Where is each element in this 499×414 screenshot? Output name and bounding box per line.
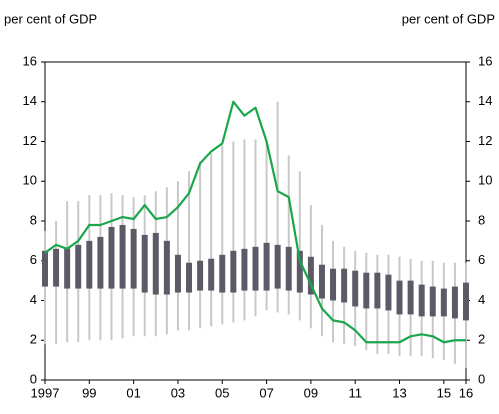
box-bar (263, 242, 270, 291)
x-tick-label: 16 (459, 385, 473, 400)
box-bar (440, 288, 447, 317)
x-tick-label: 1997 (31, 385, 60, 400)
box-bar (429, 286, 436, 317)
y2-tick-label: 4 (478, 292, 485, 307)
y2-tick-label: 2 (478, 332, 485, 347)
y2-tick-label: 6 (478, 252, 485, 267)
y2-tick-label: 12 (478, 133, 492, 148)
box-bar (374, 272, 381, 309)
box-bar (130, 228, 137, 289)
box-bar (296, 250, 303, 293)
box-bar (141, 234, 148, 293)
y2-tick-label: 16 (478, 53, 492, 68)
y-tick-label: 6 (30, 252, 37, 267)
box-bar (274, 244, 281, 289)
box-bar (64, 248, 71, 289)
y-tick-label: 16 (23, 53, 37, 68)
x-tick-label: 05 (215, 385, 229, 400)
range-bar (254, 139, 257, 317)
y-tick-label: 2 (30, 332, 37, 347)
box-bar (451, 286, 458, 319)
y-tick-label: 8 (30, 212, 37, 227)
y-axis-label-right: per cent of GDP (402, 11, 495, 26)
box-bar (108, 226, 115, 289)
box-bar (330, 268, 337, 301)
y-tick-label: 10 (23, 173, 37, 188)
x-tick-label: 03 (171, 385, 185, 400)
y-tick-label: 0 (30, 371, 37, 386)
x-tick-label: 07 (259, 385, 273, 400)
box-bar (208, 258, 215, 291)
y-axis-label-left: per cent of GDP (4, 11, 97, 26)
box-bar (363, 272, 370, 309)
box-bar (352, 270, 359, 307)
box-bar (197, 260, 204, 291)
y2-tick-label: 10 (478, 173, 492, 188)
y-tick-label: 14 (23, 93, 37, 108)
y-tick-label: 4 (30, 292, 37, 307)
range-bar (276, 101, 279, 313)
box-bar (230, 250, 237, 293)
range-bar (44, 230, 46, 345)
range-bar (298, 171, 301, 321)
box-bar (163, 240, 170, 295)
range-bar (188, 171, 191, 331)
x-tick-label: 09 (304, 385, 318, 400)
box-bar (219, 254, 226, 293)
box-bar (174, 254, 181, 293)
y-tick-label: 12 (23, 133, 37, 148)
box-bar (152, 232, 159, 295)
box-bar (396, 280, 403, 315)
x-tick-label: 15 (437, 385, 451, 400)
range-bar (243, 139, 246, 321)
box-bar (119, 224, 126, 289)
y2-tick-label: 0 (478, 371, 485, 386)
box-bar (97, 236, 104, 289)
x-tick-label: 13 (392, 385, 406, 400)
box-bar (407, 280, 414, 315)
range-bar (232, 141, 235, 323)
box-bar (418, 284, 425, 317)
box-bar (86, 240, 93, 289)
box-bar (341, 268, 348, 303)
x-tick-label: 01 (126, 385, 140, 400)
range-bar (199, 161, 202, 329)
box-bar (318, 264, 325, 299)
range-bar (265, 141, 268, 311)
box-bar (53, 248, 60, 287)
box-bar (307, 256, 314, 295)
x-tick-label: 99 (82, 385, 96, 400)
box-bar (385, 274, 392, 311)
box-bar (463, 282, 469, 321)
box-bar (252, 246, 259, 291)
line (44, 100, 466, 344)
range-bar (210, 153, 213, 327)
range-bar (287, 155, 290, 315)
y2-tick-label: 14 (478, 93, 492, 108)
box-bar (42, 250, 48, 287)
box-bar (75, 244, 82, 289)
range-bar (221, 145, 224, 325)
box-bar (241, 248, 248, 291)
y2-tick-label: 8 (478, 212, 485, 227)
box-bar (285, 246, 292, 291)
box-bar (186, 262, 193, 293)
x-tick-label: 11 (348, 385, 362, 400)
